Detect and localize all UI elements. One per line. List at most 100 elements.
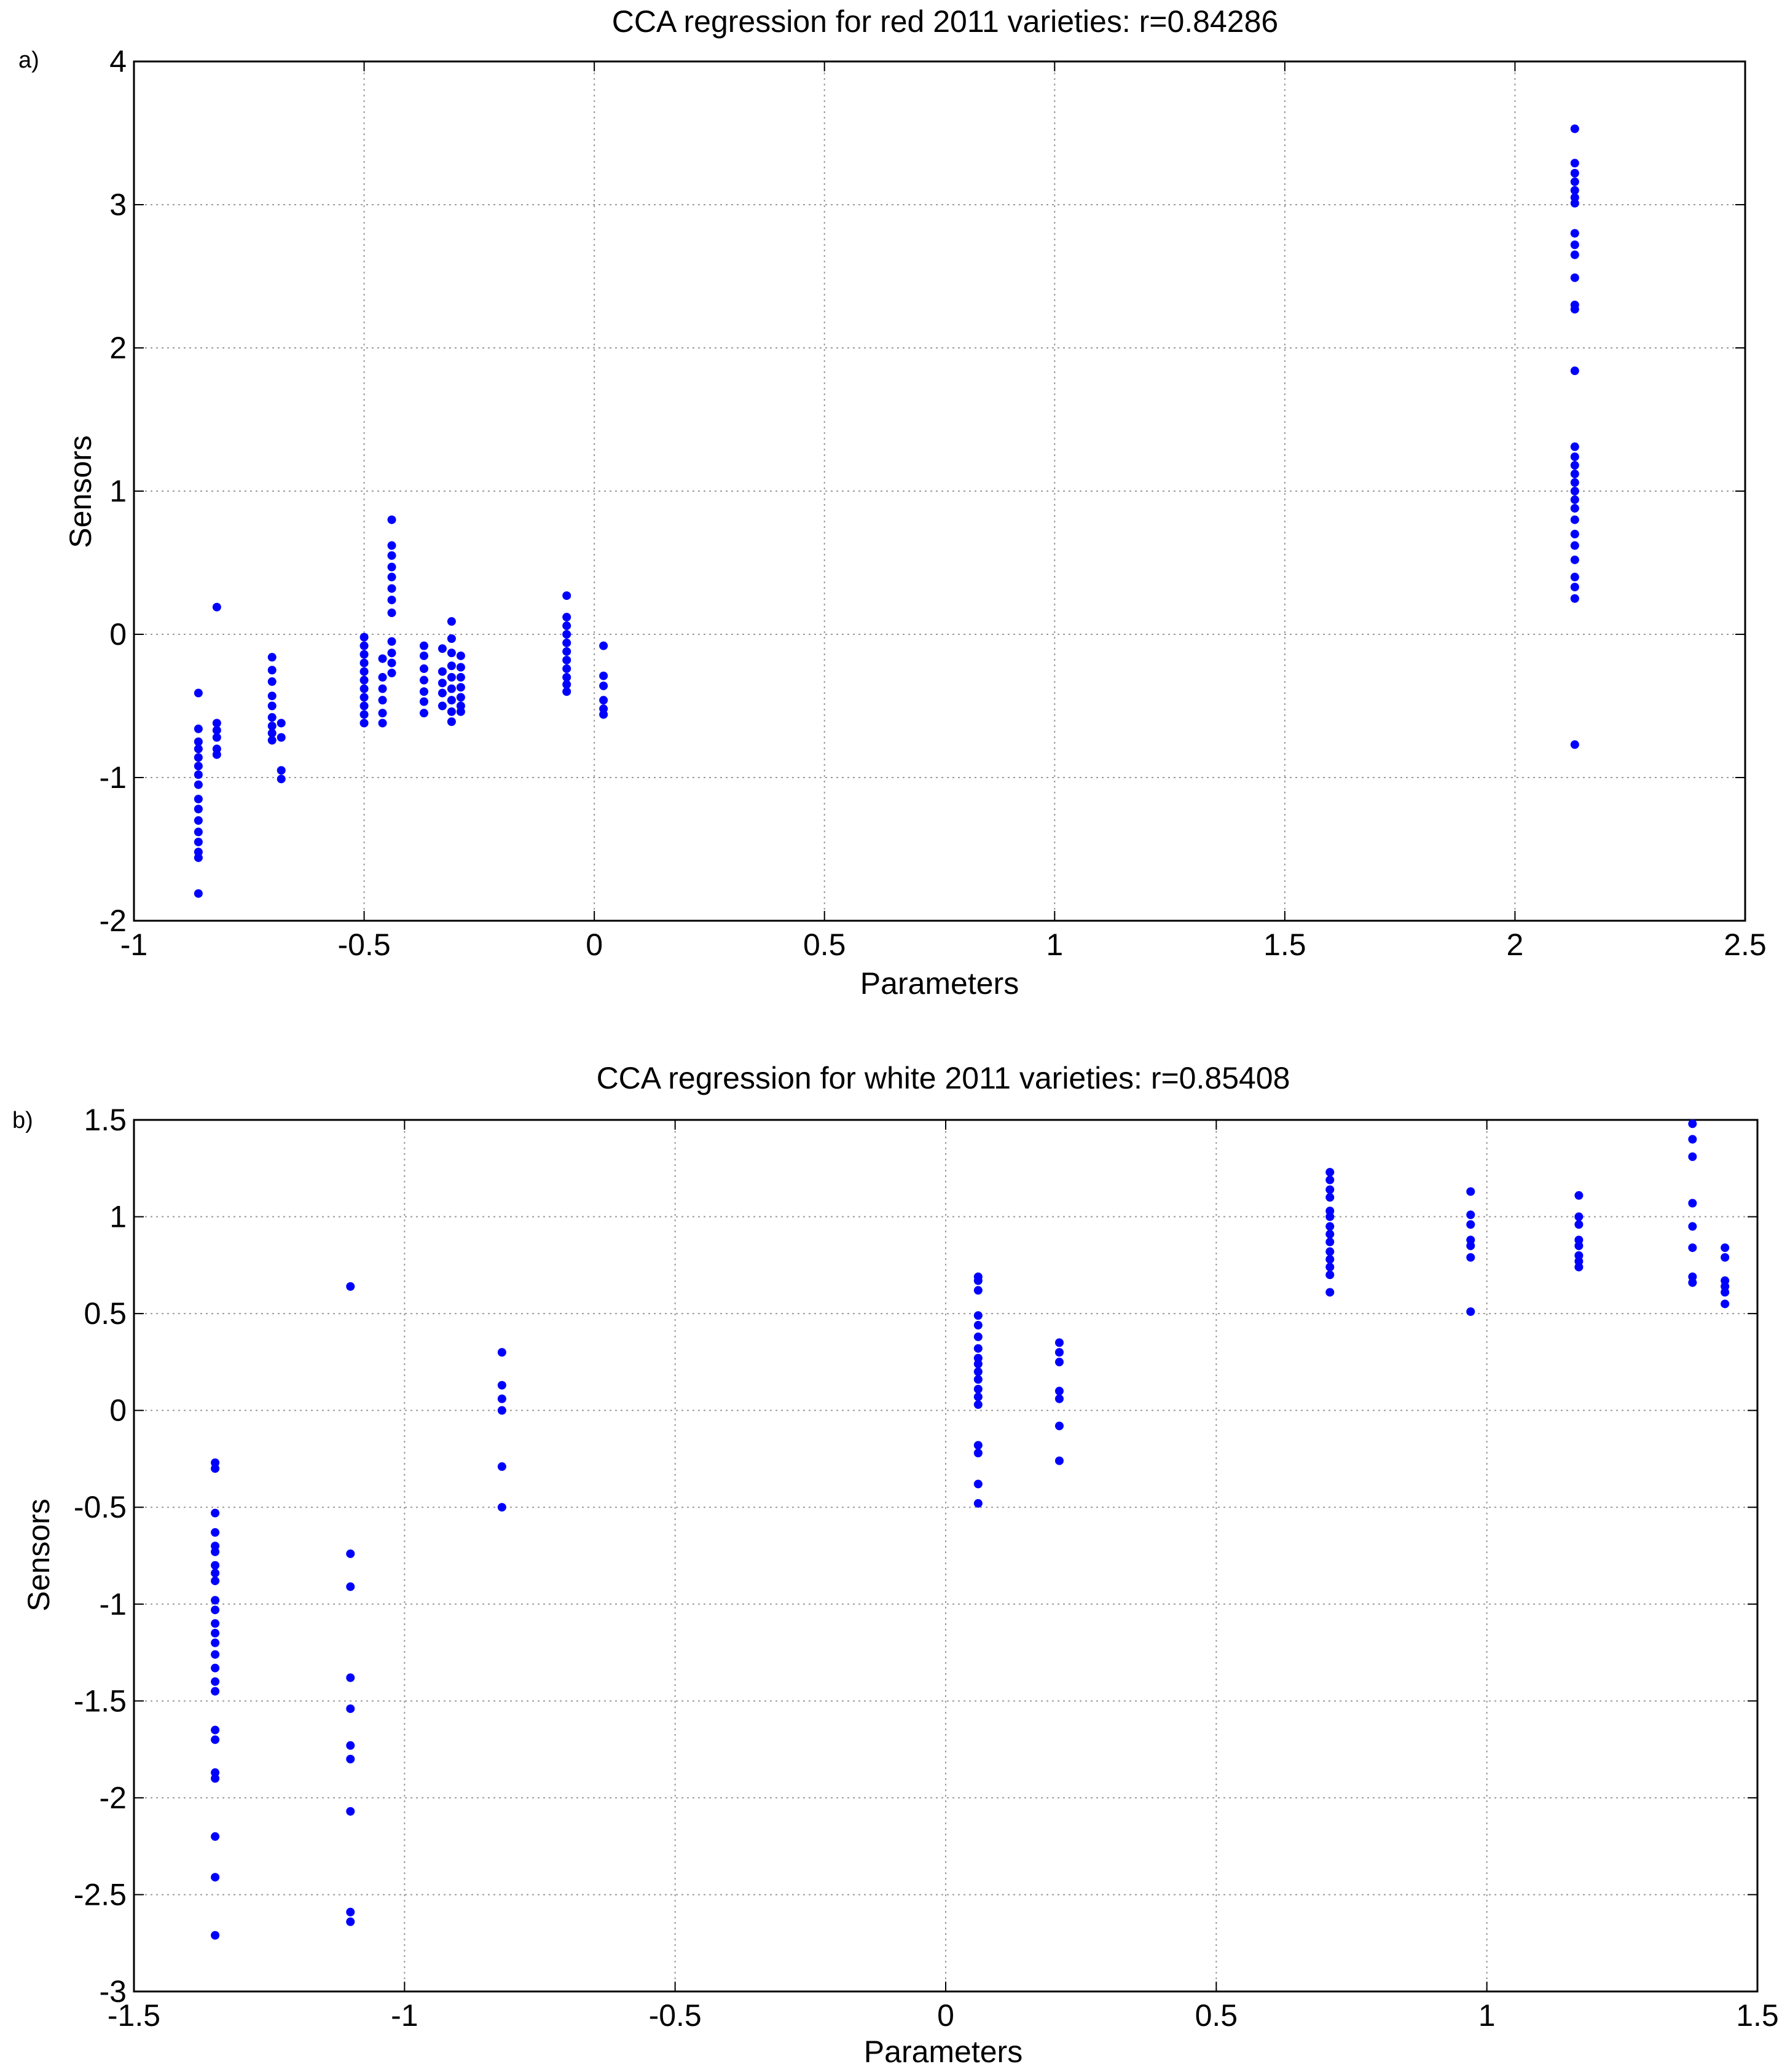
data-point (1570, 470, 1579, 479)
data-point (212, 726, 221, 735)
x-tick-label: -0.5 (649, 1998, 702, 2033)
data-point (194, 805, 203, 814)
data-point (599, 641, 608, 650)
data-point (1570, 478, 1579, 487)
plot-area (134, 61, 1745, 921)
data-point (211, 1774, 220, 1783)
data-point (497, 1503, 506, 1512)
data-point (211, 1596, 220, 1605)
data-point (562, 621, 571, 631)
data-point (211, 1650, 220, 1659)
data-point (211, 1832, 220, 1841)
data-point (1570, 240, 1579, 250)
data-point (1688, 1152, 1697, 1161)
data-point (1466, 1307, 1475, 1316)
data-point (194, 794, 203, 803)
y-axis-label: Sensors (63, 435, 98, 548)
data-point (387, 609, 396, 618)
data-point (447, 717, 456, 727)
data-point (1688, 1199, 1697, 1208)
data-point (194, 753, 203, 762)
data-point (1325, 1175, 1335, 1184)
data-point (277, 733, 286, 742)
data-point (438, 688, 447, 698)
data-point (194, 724, 203, 733)
data-point (447, 617, 456, 626)
data-point (359, 693, 369, 702)
data-point (562, 591, 571, 601)
data-point (599, 696, 608, 705)
data-point (419, 664, 428, 673)
plot-area (134, 1120, 1757, 1991)
data-point (359, 710, 369, 719)
data-point (1570, 168, 1579, 178)
data-point (211, 1931, 220, 1940)
data-point (973, 1321, 983, 1330)
data-point (387, 572, 396, 581)
x-tick-label: 0.5 (803, 928, 846, 962)
data-point (267, 722, 277, 731)
data-point (1688, 1119, 1697, 1129)
data-point (1570, 583, 1579, 592)
data-point (419, 687, 428, 696)
data-point (456, 683, 465, 692)
data-point (211, 1547, 220, 1556)
data-point (1466, 1187, 1475, 1196)
y-tick-label: -1 (100, 760, 127, 795)
data-point (1325, 1222, 1335, 1231)
data-point (387, 668, 396, 677)
data-point (1325, 1229, 1335, 1239)
data-point (419, 676, 428, 685)
data-point (1325, 1263, 1335, 1272)
data-point (1574, 1241, 1584, 1250)
data-point (194, 837, 203, 846)
data-point (562, 613, 571, 622)
data-point (973, 1448, 983, 1457)
y-tick-label: -3 (100, 1974, 127, 2009)
data-point (359, 676, 369, 685)
data-point (387, 562, 396, 572)
axis-ticks: -1.5 -1 -0.5 0 0.5 1 1.5 -3 -2.5 -2 -1.5 -1 -0.5 0 0.5… (74, 1103, 1779, 2033)
data-point (359, 650, 369, 659)
data-point (359, 667, 369, 676)
data-point (419, 641, 428, 650)
data-point (599, 681, 608, 690)
data-point (973, 1375, 983, 1384)
data-point (1688, 1243, 1697, 1252)
data-point (1570, 740, 1579, 749)
data-point (562, 664, 571, 673)
data-point (346, 1806, 355, 1816)
data-point (447, 696, 456, 705)
data-point (1721, 1288, 1730, 1297)
data-point (1570, 541, 1579, 550)
data-point (211, 1464, 220, 1473)
data-point (267, 677, 277, 686)
chart-title: CCA regression for red 2011 varieties: r… (612, 4, 1278, 39)
data-point (212, 602, 221, 612)
data-point (973, 1385, 983, 1394)
data-point (1570, 305, 1579, 314)
data-point (973, 1311, 983, 1320)
y-tick-label: -2 (100, 1781, 127, 1815)
data-point (1688, 1135, 1697, 1144)
data-point (1721, 1253, 1730, 1262)
data-point (1574, 1220, 1584, 1229)
data-point (973, 1392, 983, 1401)
data-point (599, 671, 608, 680)
data-point (1570, 594, 1579, 603)
data-point (419, 697, 428, 706)
data-point (562, 630, 571, 639)
data-point (346, 1282, 355, 1291)
data-point (346, 1704, 355, 1713)
data-point (1570, 124, 1579, 133)
data-point (447, 707, 456, 716)
data-point (359, 684, 369, 693)
x-tick-label: 1.5 (1736, 1998, 1779, 2033)
data-point (194, 744, 203, 754)
data-point (277, 774, 286, 784)
x-tick-label: 1 (1046, 928, 1063, 962)
data-point (497, 1394, 506, 1403)
chart-panel-white: b) CCA regression for white 2011 varieti… (12, 1061, 1779, 2069)
data-point (346, 1582, 355, 1591)
